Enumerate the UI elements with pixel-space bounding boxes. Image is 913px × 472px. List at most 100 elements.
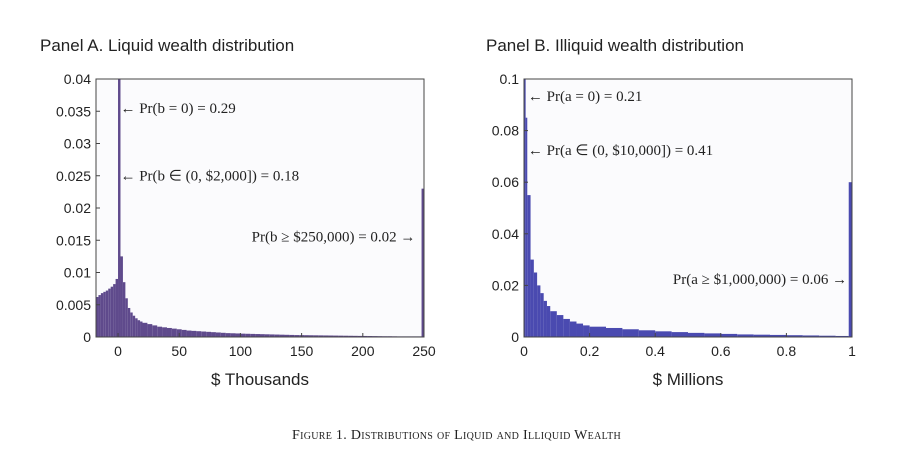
panel-b-bar: [770, 334, 787, 337]
panel-a-xtick-label: 0: [114, 343, 122, 359]
panel-a-bar: [110, 286, 114, 337]
panel-a-ytick-label: 0.025: [56, 168, 91, 184]
panel-b-bar: [802, 335, 820, 337]
panel-b-xtick-label: 0.6: [711, 343, 731, 359]
panel-a-chart: 0 0.005 0.01 0.015 0.02 0.025 0.03 0.035 0.04 0 50…: [56, 71, 436, 389]
panel-a-xtick-label: 250: [412, 343, 436, 359]
panel-a-bar: [100, 293, 104, 337]
panel-b-bar: [835, 335, 849, 337]
panel-a-bar: [279, 334, 285, 337]
panel-b-ytick-label: 0.06: [492, 174, 519, 190]
panel-a-bar: [162, 327, 167, 337]
panel-b-bar: [589, 326, 606, 337]
panel-a-ytick-label: 0.04: [64, 71, 91, 87]
panel-b-bar: [556, 315, 564, 337]
panel-b-xtick-label: 0: [520, 343, 528, 359]
panel-a-bar: [255, 334, 260, 337]
panel-a-bar: [152, 325, 158, 337]
panel-b-bar: [576, 323, 584, 337]
panel-a-xtick-label: 200: [351, 343, 375, 359]
panel-b-bar: [704, 333, 721, 337]
panel-a-bar: [108, 288, 111, 337]
panel-a-bar: [171, 328, 177, 337]
panel-a-bar: [333, 335, 339, 337]
panel-a-bar: [353, 335, 358, 337]
panel-a-xtick-label: 100: [229, 343, 253, 359]
panel-a-plot-area: [96, 79, 424, 337]
panel-a-bar: [196, 331, 202, 337]
panel-a-bar: [191, 330, 197, 337]
panel-a-bar: [260, 334, 265, 337]
panel-a-bar: [220, 332, 226, 337]
panel-b-bar: [688, 332, 705, 337]
panel-b-bar: [546, 306, 551, 337]
panel-a-bar: [105, 290, 109, 337]
panel-b-chart: 0 0.02 0.04 0.06 0.08 0.1 0 0.2 0.4 0.6 0.8 1 $ Mill…: [492, 71, 856, 389]
panel-b-bar: [606, 327, 623, 337]
panel-a-bar: [304, 335, 309, 337]
panel-a-bar: [264, 334, 270, 337]
panel-b-bar: [524, 79, 526, 337]
panel-a-bar: [274, 334, 280, 337]
panel-b-bar: [583, 325, 590, 337]
panel-a-bar: [132, 315, 136, 337]
panel-a-bar: [338, 335, 344, 337]
panel-b-bar: [671, 332, 688, 337]
panel-a-bar: [147, 324, 153, 337]
panel-b-bar: [720, 333, 738, 337]
panel-a-bar: [127, 307, 131, 337]
panel-b-ytick-label: 0.08: [492, 123, 519, 139]
panel-a-bar: [245, 333, 251, 337]
panel-a-xaxis-label: $ Thousands: [211, 370, 309, 389]
panel-a-bar: [289, 334, 295, 337]
panel-a-bar: [98, 295, 101, 337]
panel-a-bar: [137, 320, 141, 337]
panel-a-ytick-label: 0.005: [56, 297, 91, 313]
panel-b-ytick-label: 0.1: [500, 71, 520, 87]
panel-a-ytick-label: 0.035: [56, 103, 91, 119]
panel-a-bar: [103, 291, 106, 337]
panel-a-bar: [308, 335, 314, 337]
panel-b-annotation: ← Pr(a = 0) = 0.21: [528, 89, 642, 105]
panel-b-title: Panel B. Illiquid wealth distribution: [486, 36, 744, 55]
panel-b-bar: [819, 335, 836, 337]
panel-b-xtick-label: 1: [848, 343, 856, 359]
panel-a-bar: [166, 327, 172, 337]
panel-a-bar: [186, 330, 192, 337]
panel-a-bar: [357, 335, 363, 337]
panel-a-bar: [225, 333, 231, 337]
panel-a-bar: [142, 322, 148, 337]
panel-b-bar: [537, 285, 541, 337]
panel-b-ytick-label: 0.02: [492, 277, 519, 293]
panel-b-ytick-label: 0: [511, 329, 519, 345]
panel-b-bar: [525, 117, 528, 337]
panel-a-ytick-label: 0.02: [64, 200, 91, 216]
panel-b-xtick-label: 0.2: [580, 343, 600, 359]
panel-b-xtick-label: 0.4: [645, 343, 665, 359]
panel-a-xtick-label: 50: [171, 343, 187, 359]
panel-a-bar: [240, 333, 246, 337]
panel-b-bar: [638, 330, 656, 337]
panel-b-bar: [569, 321, 577, 337]
panel-a-bar: [343, 335, 349, 337]
panel-b-annotation: ← Pr(a ∈ (0, $10,000]) = 0.41: [528, 143, 713, 159]
panel-b-xaxis-label: $ Millions: [653, 370, 724, 389]
panel-a-bar: [230, 333, 236, 337]
panel-a-annotation: ← Pr(b ∈ (0, $2,000]) = 0.18: [120, 168, 299, 184]
panel-b-bar: [530, 259, 534, 337]
panel-b-bar: [527, 195, 531, 337]
panel-b-bar: [622, 329, 639, 337]
panel-a-bar: [348, 335, 354, 337]
panel-a-bar: [362, 335, 368, 337]
panel-b-bar: [655, 331, 672, 337]
panel-a-bar: [118, 79, 121, 337]
panel-b-bar: [550, 311, 557, 337]
panel-a-ytick-label: 0.01: [64, 265, 91, 281]
panel-a-bar: [313, 335, 319, 337]
panel-a-ytick-label: 0.015: [56, 232, 91, 248]
panel-a-bar: [181, 329, 187, 337]
panel-a-annotation: ← Pr(b = 0) = 0.29: [120, 101, 235, 117]
panel-a-bar: [157, 326, 163, 337]
panel-b-xtick-label: 0.8: [777, 343, 797, 359]
panel-b-bar: [753, 334, 770, 337]
